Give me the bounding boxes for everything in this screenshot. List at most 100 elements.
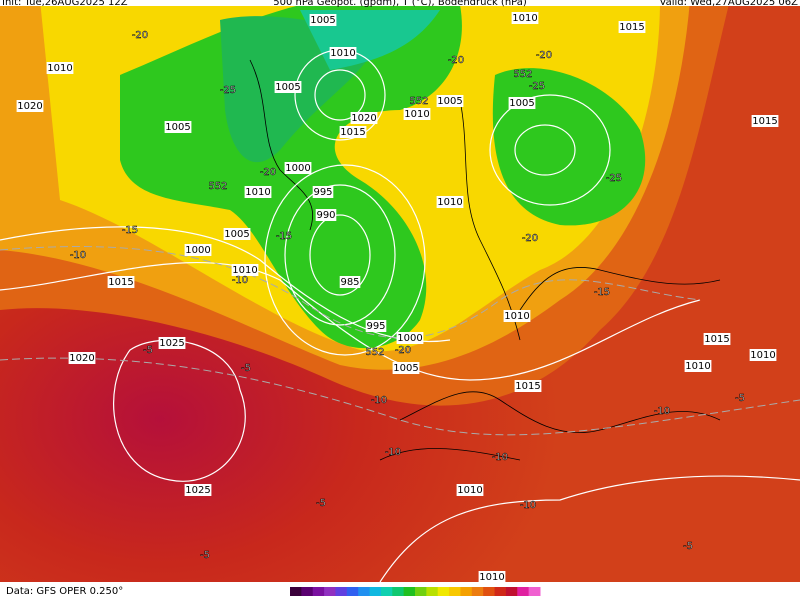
- colorbar-step: [380, 587, 393, 596]
- pressure-label-box: [403, 108, 431, 120]
- pressure-label-box: [365, 320, 387, 332]
- temperature-label: -5: [316, 498, 326, 509]
- field: [0, 0, 800, 582]
- geopotential-label: 552: [365, 347, 384, 358]
- colorbar-step: [324, 587, 336, 596]
- pressure-label: 1010: [479, 572, 504, 583]
- temperature-label: -20: [448, 55, 464, 66]
- colorbar-step: [494, 587, 507, 596]
- pressure-label-box: [312, 186, 334, 198]
- temperature-label: -5: [683, 541, 693, 552]
- pressure-label: 1005: [275, 82, 300, 93]
- pressure-label: 1005: [509, 98, 534, 109]
- pressure-label: 1010: [512, 13, 537, 24]
- pressure-label: 1005: [437, 96, 462, 107]
- colorbar: [290, 587, 541, 596]
- map-title: 500 hPa Geopot. (gpdm), T (°C), Bodendru…: [273, 0, 527, 8]
- temperature-label: -5: [241, 363, 251, 374]
- pressure-label-box: [184, 244, 212, 256]
- data-source: Data: GFS OPER 0.250°: [6, 586, 123, 597]
- pressure-label: 1010: [330, 48, 355, 59]
- pressure-label-box: [329, 47, 357, 59]
- temperature-label: -10: [70, 250, 86, 261]
- pressure-label-box: [46, 62, 74, 74]
- pressure-label-box: [436, 95, 464, 107]
- geopotential-label: 552: [409, 96, 428, 107]
- pressure-label: 1005: [224, 229, 249, 240]
- colorbar-step: [426, 587, 439, 596]
- temperature-label: -10: [385, 447, 401, 458]
- pressure-label: 1010: [47, 63, 72, 74]
- pressure-label: 1025: [159, 338, 184, 349]
- temperature-label: -25: [220, 85, 236, 96]
- colorbar-step: [528, 587, 541, 596]
- temperature-label: -10: [654, 406, 670, 417]
- geopotential-label: 552: [513, 69, 532, 80]
- temperature-label: -10: [232, 275, 248, 286]
- pressure-label: 1010: [685, 361, 710, 372]
- pressure-label-box: [396, 332, 424, 344]
- pressure-label: 990: [316, 210, 335, 221]
- temperature-label: -5: [735, 393, 745, 404]
- pressure-label-box: [350, 112, 378, 124]
- pressure-label: 1005: [165, 122, 190, 133]
- temperature-lines: [0, 246, 800, 436]
- pressure-label-box: [244, 186, 272, 198]
- temperature-label: -5: [200, 550, 210, 561]
- pressure-label: 1015: [515, 381, 540, 392]
- pressure-label: 1010: [404, 109, 429, 120]
- pressure-label-box: [456, 484, 484, 496]
- pressure-label: 1015: [108, 277, 133, 288]
- temperature-label: -10: [520, 500, 536, 511]
- colorbar-step: [517, 587, 530, 596]
- pressure-label-box: [508, 97, 536, 109]
- colorbar-step: [301, 587, 314, 596]
- init-time: Init: Tue,26AUG2025 12Z: [2, 0, 128, 8]
- pressure-label-box: [16, 100, 44, 112]
- colorbar-step: [335, 587, 348, 596]
- pressure-label: 1015: [619, 22, 644, 33]
- pressure-label: 1005: [310, 15, 335, 26]
- pressure-label: 985: [340, 277, 359, 288]
- pressure-label-box: [503, 310, 531, 322]
- pressure-label: 1010: [437, 197, 462, 208]
- temperature-label: -20: [522, 233, 538, 244]
- pressure-label: 1015: [704, 334, 729, 345]
- pressure-label-box: [231, 264, 259, 276]
- temperature-label: -20: [536, 50, 552, 61]
- colorbar-step: [369, 587, 382, 596]
- colorbar-step: [346, 587, 359, 596]
- pressure-label: 995: [313, 187, 332, 198]
- colorbar-step: [392, 587, 405, 596]
- pressure-label-box: [158, 337, 186, 349]
- pressure-label: 1015: [752, 116, 777, 127]
- pressure-label: 1010: [504, 311, 529, 322]
- pressure-label-box: [478, 571, 506, 583]
- pressure-label: 1010: [232, 265, 257, 276]
- pressure-label: 1020: [69, 353, 94, 364]
- pressure-label-box: [684, 360, 712, 372]
- pressure-label-box: [284, 162, 312, 174]
- pressure-label-box: [749, 349, 777, 361]
- pressure-label: 1020: [351, 113, 376, 124]
- pressure-label-box: [339, 126, 367, 138]
- pressure-label: 1020: [17, 101, 42, 112]
- pressure-label: 1000: [185, 245, 210, 256]
- pressure-label-box: [315, 209, 337, 221]
- valid-time: Valid: Wed,27AUG2025 06Z: [660, 0, 799, 8]
- pressure-label-box: [436, 196, 464, 208]
- pressure-label: 1010: [750, 350, 775, 361]
- colorbar-step: [449, 587, 461, 596]
- temperature-label: -20: [132, 30, 148, 41]
- temperature-label: -20: [260, 167, 276, 178]
- pressure-label-box: [618, 21, 646, 33]
- temperature-label: -10: [371, 395, 387, 406]
- temperature-label: -25: [606, 173, 622, 184]
- labels: 1005 1010 1005 1020 1015 1000 1010 995 990 985 995…: [16, 12, 779, 583]
- colorbar-step: [483, 587, 496, 596]
- geopotential-label: 552: [208, 181, 227, 192]
- temperature-label: -20: [395, 345, 411, 356]
- colorbar-step: [437, 587, 450, 596]
- temperature-label: -15: [276, 231, 292, 242]
- colorbar-step: [403, 587, 416, 596]
